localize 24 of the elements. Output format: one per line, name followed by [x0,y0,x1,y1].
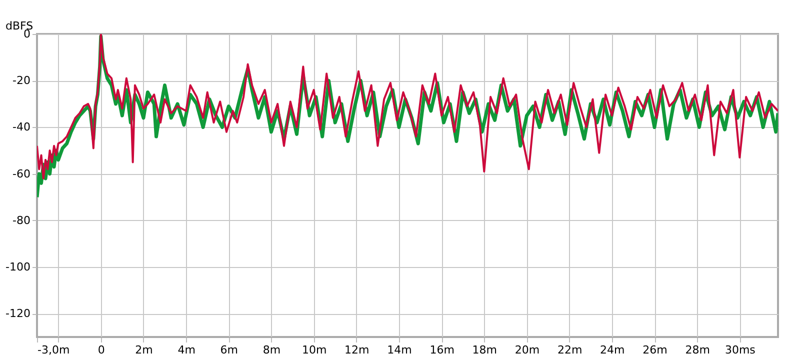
y-tick-label: -60 [12,167,30,180]
y-tick-label: -20 [12,74,30,88]
x-tick-label: 6m [220,344,238,356]
x-tick-label: 24m [600,344,625,356]
x-tick-label: 30ms [724,344,756,356]
y-tick-label: -80 [12,214,30,227]
x-tick-label: 28m [685,344,710,356]
y-tick-label: -100 [6,260,30,274]
y-tick-label: -40 [12,120,30,134]
y-tick-label: 0 [24,28,30,40]
x-tick-label: 12m [344,344,370,356]
x-tick-label: 14m [387,344,412,356]
x-tick-label: 16m [430,344,454,356]
x-tick-label: 18m [472,344,498,356]
x-tick-label: -3,0m [38,344,70,356]
x-tick-label: 26m [642,344,668,356]
x-tick-label: 22m [557,344,582,356]
y-tick-label: -120 [6,307,30,320]
x-tick-label: 4m [178,344,196,356]
x-tick-label: 20m [514,344,540,356]
x-tick-label: 2m [135,344,153,356]
x-tick-label: 0 [98,344,105,356]
x-tick-label: 10m [302,344,327,356]
x-tick-label: 8m [262,344,281,356]
